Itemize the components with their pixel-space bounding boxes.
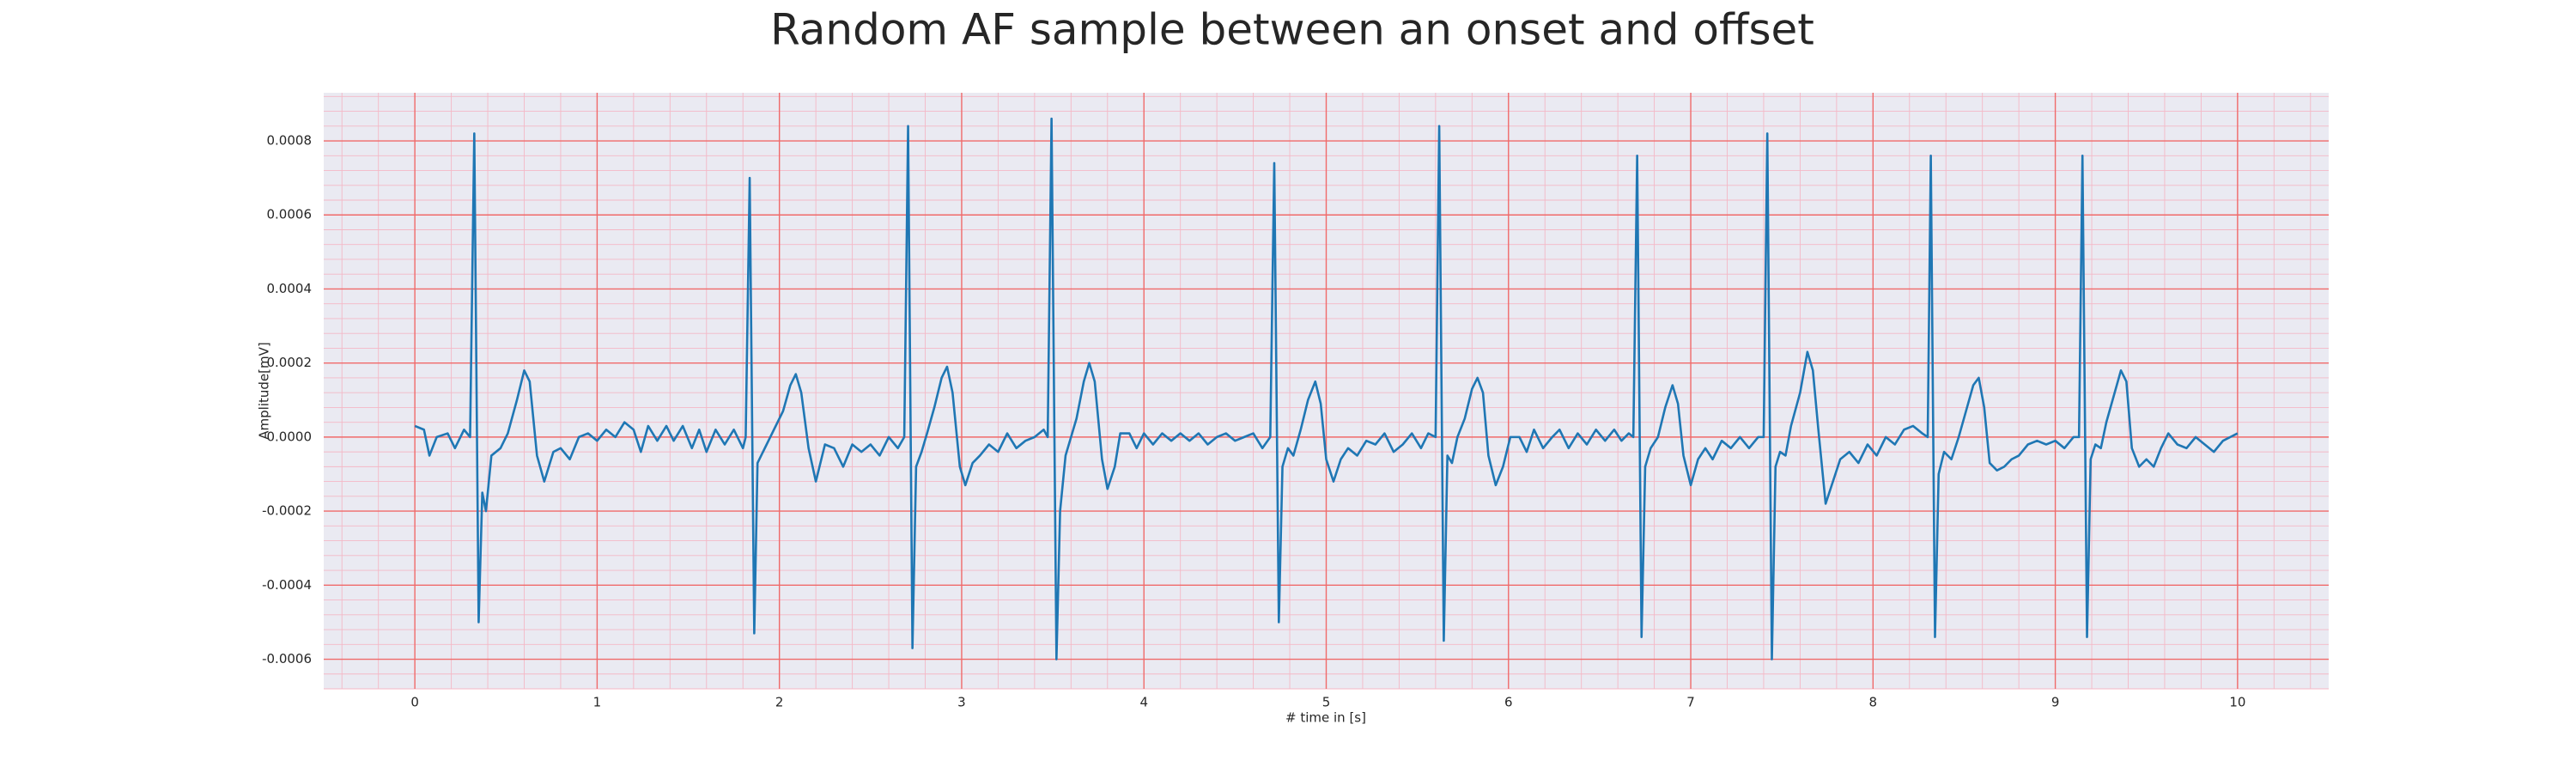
x-tick-label: 10 [2229, 695, 2245, 710]
x-tick-label: 8 [1869, 695, 1878, 710]
x-tick-label: 7 [1686, 695, 1695, 710]
y-tick-label: 0.0008 [267, 133, 313, 149]
y-tick-label: 0.0002 [267, 355, 313, 370]
y-tick-label: 0.0000 [267, 429, 313, 444]
x-axis-label: # time in [s] [1285, 710, 1366, 726]
ecg-line [414, 117, 2239, 660]
x-tick-label: 6 [1504, 695, 1513, 710]
x-tick-label: 1 [593, 695, 602, 710]
y-axis-label: Amplitude[mV] [257, 342, 272, 439]
x-tick-label: 0 [410, 695, 419, 710]
x-tick-label: 9 [2051, 695, 2060, 710]
x-tick-label: 2 [775, 695, 784, 710]
x-tick-label: 5 [1322, 695, 1331, 710]
y-tick-label: 0.0004 [267, 281, 313, 296]
x-tick-label: 3 [957, 695, 966, 710]
y-tick-label: -0.0004 [262, 577, 312, 593]
chart-title: Random AF sample between an onset and of… [770, 5, 1814, 55]
x-tick-label: 4 [1139, 695, 1148, 710]
major-grid [324, 93, 2329, 689]
y-tick-label: -0.0006 [262, 651, 312, 666]
y-tick-label: 0.0006 [267, 207, 313, 222]
y-tick-label: -0.0002 [262, 503, 312, 519]
